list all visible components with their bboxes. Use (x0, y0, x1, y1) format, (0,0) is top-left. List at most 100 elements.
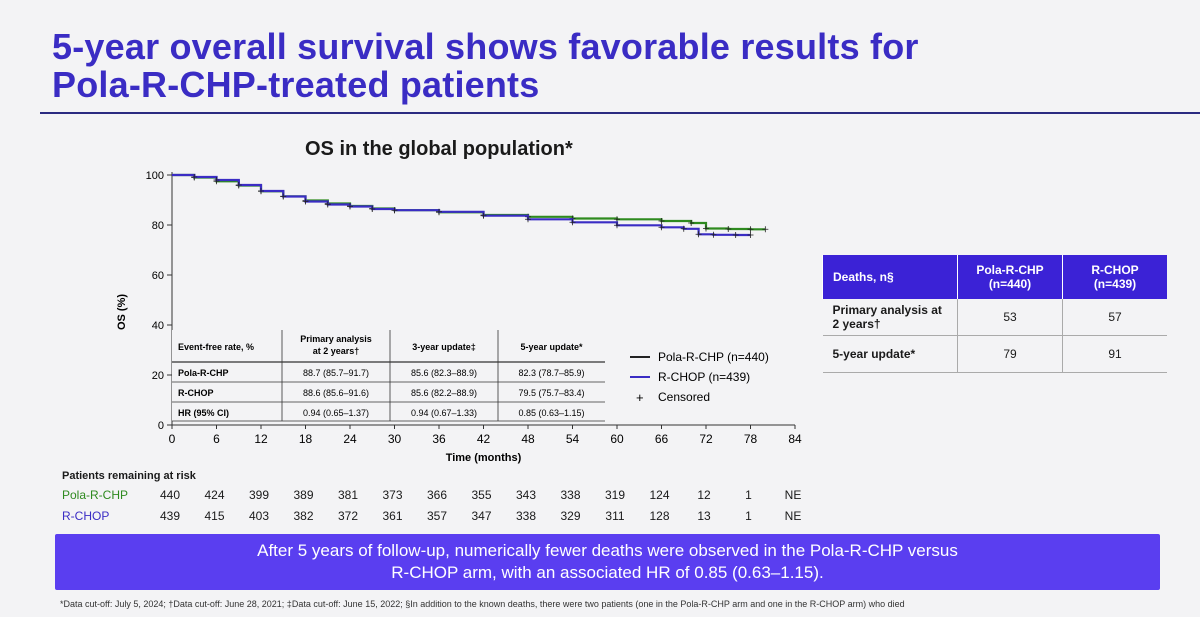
inset-cell: 0.94 (0.67–1.33) (411, 408, 477, 418)
risk-table-title: Patients remaining at risk (62, 470, 196, 482)
risk-value: 355 (471, 488, 492, 502)
x-tick-label: 42 (477, 432, 491, 446)
inset-cell: 88.7 (85.7–91.7) (303, 368, 369, 378)
risk-value: 357 (426, 509, 448, 523)
censor-mark (695, 231, 702, 238)
risk-value: 128 (649, 509, 670, 523)
risk-value: 124 (649, 488, 670, 502)
x-tick-label: 0 (169, 432, 176, 446)
y-tick-label: 0 (158, 420, 164, 432)
x-tick-label: 66 (655, 432, 669, 446)
risk-value: 382 (293, 509, 314, 523)
x-tick-label: 36 (432, 432, 446, 446)
censor-mark (658, 218, 665, 224)
x-tick-label: 18 (299, 432, 313, 446)
x-tick-label: 6 (213, 432, 220, 446)
censor-mark (525, 216, 531, 223)
censor-mark (324, 201, 331, 208)
y-tick-label: 80 (152, 220, 164, 232)
risk-value: 12 (697, 488, 711, 502)
censor-mark (480, 212, 487, 219)
censor-mark (732, 232, 739, 238)
censored-symbol: + (636, 390, 644, 405)
censor-mark (725, 226, 732, 232)
risk-value: 1 (745, 488, 752, 502)
risk-value: 1 (745, 509, 752, 523)
risk-value: 319 (604, 488, 626, 502)
risk-value: 439 (159, 509, 181, 523)
legend-item: Pola-R-CHP (n=440) (658, 350, 769, 364)
x-tick-label: 48 (521, 432, 535, 446)
inset-cell: 0.85 (0.63–1.15) (518, 408, 584, 418)
risk-value: 399 (248, 488, 270, 502)
risk-value: 311 (605, 509, 625, 523)
censor-mark (703, 225, 709, 232)
x-tick-label: 78 (744, 432, 758, 446)
y-tick-label: 100 (146, 170, 164, 182)
table-row: 5-year update* 79 91 (822, 335, 1167, 373)
x-tick-label: 60 (610, 432, 624, 446)
censor-mark (235, 182, 242, 188)
inset-cell: 85.6 (82.2–88.9) (411, 388, 477, 398)
risk-value: NE (784, 509, 802, 523)
legend-item: R-CHOP (n=439) (658, 370, 750, 384)
censor-mark (747, 226, 754, 233)
risk-value: 338 (560, 488, 581, 502)
inset-cell: 79.5 (75.7–83.4) (518, 388, 584, 398)
inset-table-bg (172, 330, 605, 421)
risk-arm-label: Pola-R-CHP (62, 488, 129, 502)
censor-mark (436, 208, 442, 215)
deaths-header-label: Deaths, n§ (822, 255, 958, 299)
title-divider (40, 112, 1200, 114)
censor-mark (710, 231, 717, 238)
risk-arm-label: R-CHOP (62, 509, 110, 523)
inset-cell: 88.6 (85.6–91.6) (303, 388, 369, 398)
censor-mark (688, 220, 695, 226)
inset-cell: 82.3 (78.7–85.9) (518, 368, 584, 378)
risk-value: 13 (697, 509, 711, 523)
deaths-header-pola: Pola-R-CHP (n=440) (957, 255, 1063, 299)
inset-header: Primary analysis (300, 334, 372, 344)
censor-mark (658, 224, 665, 231)
inset-row-label: Pola-R-CHP (178, 368, 229, 378)
legend-item: Censored (658, 390, 710, 404)
r-chop-curve (172, 173, 751, 237)
table-row: Primary analysis at 2 years† 53 57 (822, 299, 1167, 336)
censor-mark (213, 177, 220, 183)
risk-value: 389 (293, 488, 314, 502)
inset-header: 5-year update* (520, 342, 583, 352)
risk-value: 403 (248, 509, 270, 523)
risk-value: 329 (560, 509, 581, 523)
y-tick-label: 40 (152, 320, 164, 332)
deaths-value-pola: 53 (957, 299, 1063, 336)
y-axis-label: OS (%) (116, 294, 128, 330)
censor-mark (680, 225, 687, 232)
inset-header: at 2 years† (313, 346, 360, 356)
footnote: *Data cut-off: July 5, 2024; †Data cut-o… (60, 599, 905, 609)
x-tick-label: 24 (343, 432, 357, 446)
deaths-value-pola: 79 (957, 335, 1063, 373)
x-tick-label: 12 (254, 432, 268, 446)
censor-mark (280, 193, 287, 200)
censor-mark (391, 207, 398, 214)
censor-mark (302, 198, 309, 205)
censor-mark (347, 203, 353, 210)
deaths-table: Deaths, n§ Pola-R-CHP (n=440) R-CHOP (n=… (822, 255, 1167, 373)
title-line-1: 5-year overall survival shows favorable … (52, 26, 919, 67)
deaths-row-label: 5-year update* (822, 335, 958, 373)
deaths-value-rchop: 57 (1062, 299, 1167, 336)
inset-cell: 0.94 (0.65–1.37) (303, 408, 369, 418)
title-line-2: Pola-R-CHP-treated patients (52, 64, 540, 105)
chart-title: OS in the global population* (305, 138, 573, 160)
inset-header: Event-free rate, % (178, 342, 254, 352)
deaths-header-rchop: R-CHOP (n=439) (1062, 255, 1167, 299)
x-tick-label: 30 (388, 432, 402, 446)
slide-title: 5-year overall survival shows favorable … (52, 28, 919, 104)
inset-row-label: HR (95% CI) (178, 408, 229, 418)
deaths-value-rchop: 91 (1062, 335, 1167, 373)
deaths-row-label: Primary analysis at 2 years† (822, 299, 958, 336)
risk-value: 343 (515, 488, 537, 502)
censor-mark (569, 219, 576, 226)
risk-value: 415 (204, 509, 225, 523)
